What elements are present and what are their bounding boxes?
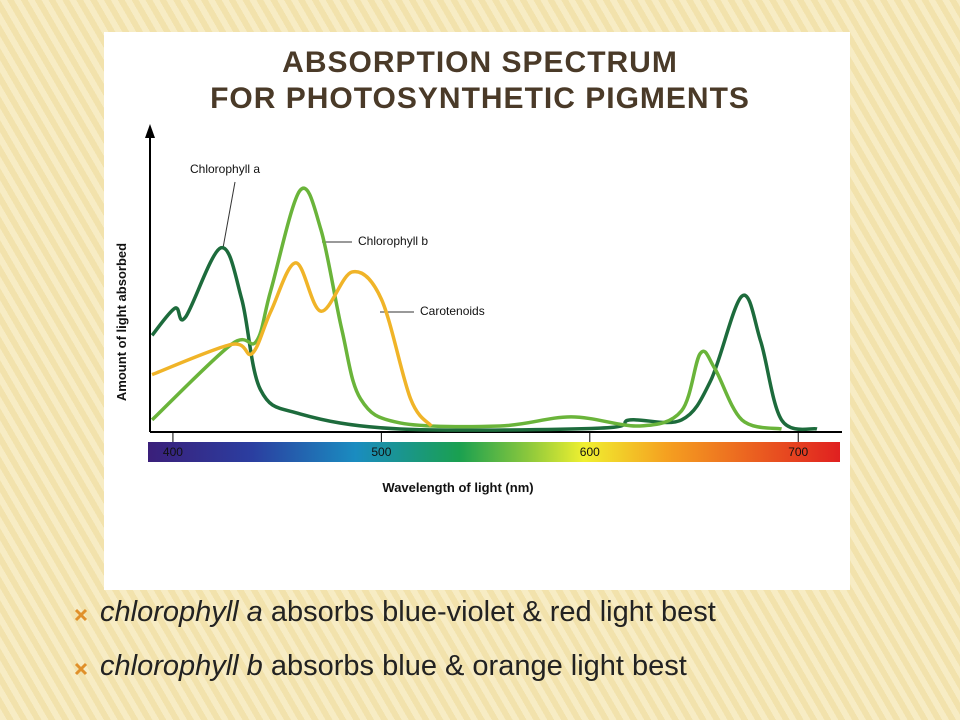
bullet: chlorophyll a absorbs blue-violet & red … <box>74 596 716 629</box>
bullet-marker <box>74 662 88 676</box>
bullet: chlorophyll b absorbs blue & orange ligh… <box>74 650 687 683</box>
series-label: Chlorophyll a <box>190 162 260 176</box>
x-tick-label: 600 <box>580 445 600 459</box>
x-tick-label: 400 <box>163 445 183 459</box>
spectrum-bar <box>148 442 840 462</box>
chart-panel <box>104 32 850 590</box>
y-arrow <box>145 124 155 138</box>
bullet-em: chlorophyll b <box>100 650 263 682</box>
bullet-em: chlorophyll a <box>100 596 263 628</box>
x-axis-label: Wavelength of light (nm) <box>382 480 533 495</box>
x-tick-label: 700 <box>788 445 808 459</box>
series-line <box>150 186 782 431</box>
bullet-text: absorbs blue-violet & red light best <box>270 596 716 628</box>
title-line: FOR PHOTOSYNTHETIC PIGMENTS <box>210 82 750 115</box>
series-line <box>151 261 433 428</box>
series-label: Carotenoids <box>420 304 485 318</box>
y-axis-label: Amount of light absorbed <box>114 243 129 401</box>
x-tick-label: 500 <box>371 445 391 459</box>
series-label: Chlorophyll b <box>358 234 428 248</box>
bullet-marker <box>74 608 88 622</box>
title-line: ABSORPTION SPECTRUM <box>282 46 678 79</box>
bullet-text: absorbs blue & orange light best <box>270 650 687 682</box>
series-line <box>150 246 818 432</box>
leader-line <box>222 181 236 249</box>
